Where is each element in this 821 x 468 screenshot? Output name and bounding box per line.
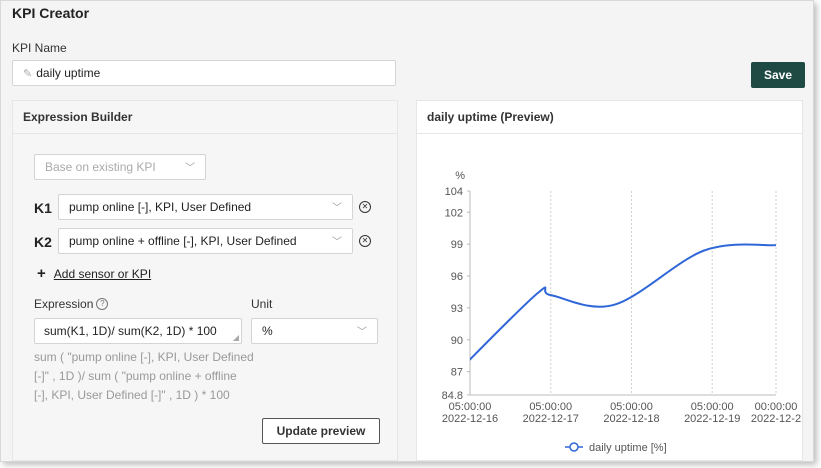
expression-value: sum(K1, 1D)/ sum(K2, 1D) * 100 — [44, 324, 217, 338]
expression-input[interactable]: sum(K1, 1D)/ sum(K2, 1D) * 100 ◢ — [34, 318, 242, 344]
expression-preview-line: [-]" , 1D )/ sum ( "pump online + offlin… — [34, 369, 237, 383]
unit-label: Unit — [251, 297, 273, 311]
plus-icon: + — [37, 265, 46, 282]
k1-value: pump online [-], KPI, User Defined — [69, 200, 252, 214]
expression-builder-title: Expression Builder — [13, 101, 397, 134]
clear-k2-icon[interactable]: ✕ — [359, 235, 371, 247]
chevron-down-icon: ﹀ — [332, 202, 342, 214]
kpi-name-input[interactable]: ✎ daily uptime — [12, 60, 396, 86]
kpi-name-value: daily uptime — [36, 66, 101, 80]
resize-handle-icon[interactable]: ◢ — [232, 333, 239, 342]
k2-label: K2 — [34, 234, 52, 250]
preview-panel: daily uptime (Preview) 84.8 87 90 93 96 99 102… — [416, 100, 803, 461]
x-tick-label-date: 2022-12-16 — [442, 413, 498, 425]
k1-label: K1 — [34, 200, 52, 216]
expression-preview-line: sum ( "pump online [-], KPI, User Define… — [34, 350, 254, 364]
y-tick-label: 99 — [451, 239, 463, 251]
add-sensor-link[interactable]: Add sensor or KPI — [53, 266, 152, 281]
y-tick-label: 93 — [451, 303, 463, 315]
y-axis-label: % — [455, 170, 465, 182]
app-window: KPI Creator KPI Name ✎ daily uptime Save… — [0, 0, 814, 462]
expression-builder-panel: Expression Builder Base on existing KPI … — [12, 100, 398, 461]
expression-preview: sum ( "pump online [-], KPI, User Define… — [34, 348, 254, 405]
y-tick-label: 96 — [451, 271, 463, 283]
x-tick-label-date: 2022-12-19 — [684, 413, 740, 425]
unit-select[interactable]: % ﹀ — [251, 318, 378, 344]
y-tick-label: 90 — [451, 335, 463, 347]
expression-label-text: Expression — [34, 297, 94, 311]
k1-select[interactable]: pump online [-], KPI, User Defined ﹀ — [58, 194, 353, 220]
kpi-name-label: KPI Name — [12, 41, 67, 55]
legend-label: daily uptime [%] — [589, 442, 667, 454]
x-tick-label-time: 05:00:00 — [529, 401, 572, 413]
x-tick-label-time: 05:00:00 — [610, 401, 653, 413]
chevron-down-icon: ﹀ — [185, 162, 195, 174]
expression-preview-line: [-], KPI, User Defined [-]" , 1D ) * 100 — [34, 388, 230, 402]
expression-label: Expression ? — [34, 297, 109, 311]
x-tick-label-date: 2022-12-2 — [751, 413, 801, 425]
add-sensor-row[interactable]: + Add sensor or KPI — [37, 265, 151, 282]
clear-k1-icon[interactable]: ✕ — [359, 201, 371, 213]
x-tick-label-time: 05:00:00 — [449, 401, 492, 413]
base-kpi-select[interactable]: Base on existing KPI ﹀ — [34, 154, 206, 180]
page-title: KPI Creator — [12, 5, 90, 21]
preview-chart: 84.88790939699102104%05:00:002022-12-160… — [442, 170, 802, 454]
y-tick-label: 87 — [451, 367, 463, 379]
y-tick-label: 104 — [445, 186, 463, 198]
k2-value: pump online + offline [-], KPI, User Def… — [69, 234, 297, 248]
pencil-icon: ✎ — [23, 67, 33, 80]
x-tick-label-date: 2022-12-17 — [523, 413, 579, 425]
x-tick-label-time: 05:00:00 — [691, 401, 734, 413]
save-button[interactable]: Save — [751, 62, 805, 88]
base-kpi-placeholder: Base on existing KPI — [45, 160, 156, 174]
help-circle-icon[interactable]: ? — [96, 298, 109, 310]
series-line-daily-uptime — [470, 243, 777, 361]
k2-select[interactable]: pump online + offline [-], KPI, User Def… — [58, 228, 353, 254]
chevron-down-icon: ﹀ — [332, 236, 342, 248]
y-tick-label: 84.8 — [442, 390, 463, 402]
preview-title: daily uptime (Preview) — [417, 101, 802, 134]
chevron-down-icon: ﹀ — [357, 326, 367, 338]
x-tick-label-time: 00:00:00 — [755, 401, 798, 413]
update-preview-button[interactable]: Update preview — [262, 418, 380, 444]
unit-value: % — [262, 324, 273, 338]
x-tick-label-date: 2022-12-18 — [603, 413, 659, 425]
y-tick-label: 102 — [445, 207, 463, 219]
legend-swatch-marker — [569, 442, 579, 452]
